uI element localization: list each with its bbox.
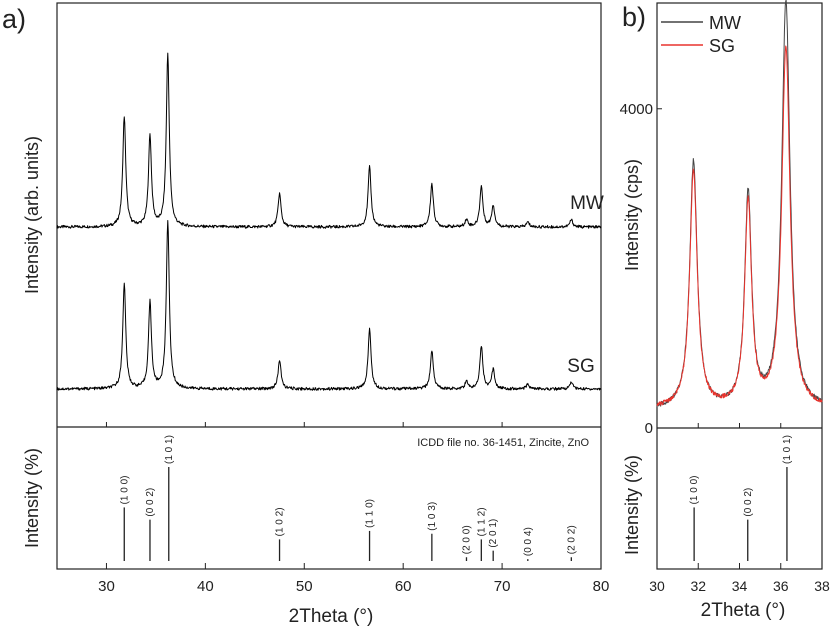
x-tick-label: 30: [649, 578, 665, 594]
icdd-caption: ICDD file no. 36-1451, Zincite, ZnO: [417, 437, 589, 449]
panel-b-y-ticks: 0 4000: [620, 101, 662, 437]
panel-b-patterns: [656, 0, 823, 408]
panel-b-frame: [656, 2, 823, 570]
ref-hkl-label: (2 0 1): [488, 519, 499, 548]
panel-a-frame: [56, 2, 602, 570]
panel-b-label: b): [622, 2, 646, 32]
ref-hkl-label: (1 0 1): [164, 435, 175, 464]
ref-hkl-label: (0 0 4): [523, 527, 534, 556]
panel-b-x-ticks: 30 32 34 36 38: [649, 423, 830, 594]
x-tick-label: 36: [773, 578, 789, 594]
ref-hkl-label: (0 0 2): [145, 488, 156, 517]
x-tick-label: 60: [395, 578, 412, 595]
panel-a-y-label: Intensity (arb. units): [22, 136, 42, 294]
pattern-sg: [56, 219, 602, 391]
panel-b: b) (1 0 0) (0 0 2) (1 0 1) 30 32 34 36 38 0 400…: [620, 0, 830, 621]
panel-b-y-label: Intensity (cps): [622, 159, 642, 271]
pattern-mw: [56, 52, 602, 229]
ref-hkl-label: (1 0 0): [689, 476, 700, 505]
ref-hkl-label: (0 0 2): [743, 488, 754, 517]
legend-sg-label: SG: [709, 36, 735, 56]
panel-b-reference-lines: (1 0 0) (0 0 2) (1 0 1): [689, 435, 793, 561]
panel-a-ref-y-label: Intensity (%): [22, 448, 42, 548]
ref-hkl-label: (1 0 3): [427, 502, 438, 531]
mw-pattern-label: MW: [570, 193, 604, 214]
panel-a-reference-lines: (1 0 0) (0 0 2) (1 0 1) (1 0 2) (1 1 0) (1 0 …: [119, 435, 577, 561]
legend-mw-label: MW: [709, 13, 741, 33]
x-tick-label: 80: [593, 578, 610, 595]
panel-a: a) (1 0 0) (0 0 2)(1 0 1)(1 0 2) (1 1 0) (1…: [2, 2, 609, 627]
panel-a-patterns: [56, 52, 602, 391]
panel-a-x-ticks: 30 40 50 60 70 80: [98, 422, 609, 595]
x-tick-label: 70: [494, 578, 511, 595]
panel-a-label: a): [2, 4, 26, 34]
ref-hkl-label: (1 1 0): [365, 499, 376, 528]
ref-hkl-label: (1 0 0): [119, 476, 130, 505]
ref-hkl-label: (1 0 2): [275, 507, 286, 536]
x-tick-label: 38: [814, 578, 830, 594]
x-tick-label: 50: [296, 578, 313, 595]
ref-hkl-label: (1 1 2): [476, 507, 487, 536]
panel-b-x-label: 2Theta (°): [701, 600, 786, 621]
ref-hkl-label: (2 0 2): [566, 525, 577, 554]
x-tick-label: 34: [732, 578, 748, 594]
panel-b-legend: MW SG: [661, 13, 741, 56]
y-tick-label: 0: [645, 420, 653, 437]
y-tick-label: 4000: [620, 101, 653, 118]
ref-hkl-label: (1 0 1): [782, 435, 793, 464]
sg-pattern-label: SG: [567, 356, 594, 377]
panel-a-x-label: 2Theta (°): [289, 606, 374, 627]
x-tick-label: 32: [690, 578, 706, 594]
ref-hkl-label: (2 0 0): [461, 525, 472, 554]
x-tick-label: 30: [98, 578, 115, 595]
x-tick-label: 40: [197, 578, 214, 595]
pattern-sg: [656, 45, 823, 407]
panel-b-ref-y-label: Intensity (%): [622, 455, 642, 555]
